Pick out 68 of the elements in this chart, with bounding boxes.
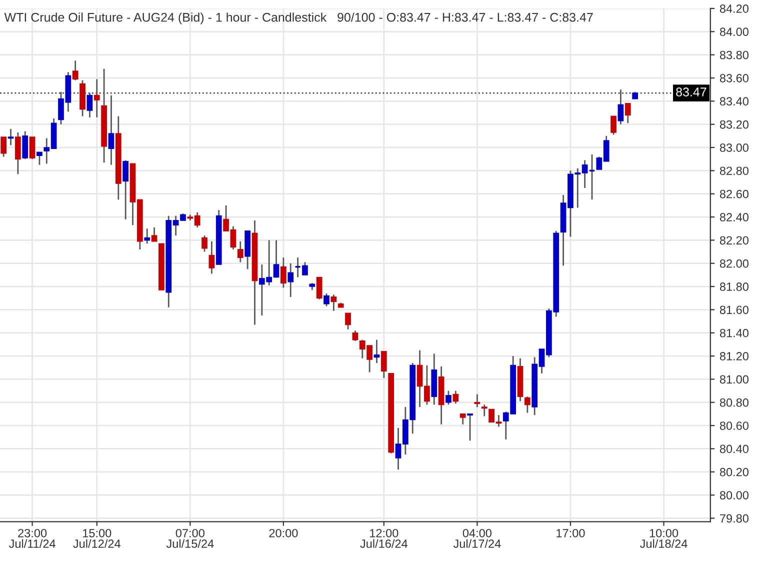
y-tick-label: 82.20 bbox=[720, 236, 749, 245]
y-tick-label: 81.00 bbox=[720, 375, 749, 384]
candlestick bbox=[345, 312, 351, 330]
x-tick-label: 15:00 Jul/12/24 bbox=[73, 528, 120, 548]
y-tick-label: 80.00 bbox=[720, 491, 749, 500]
y-tick-label: 80.60 bbox=[720, 422, 749, 430]
candlestick bbox=[86, 92, 93, 118]
y-tick-label: 84.00 bbox=[720, 28, 749, 36]
y-tick-label: 81.20 bbox=[720, 352, 749, 360]
y-tick-label: 81.80 bbox=[720, 282, 749, 291]
candlestick bbox=[618, 88, 624, 126]
x-tick-label: 17:00 bbox=[556, 528, 585, 538]
y-tick-label: 83.00 bbox=[720, 144, 749, 152]
candlestick bbox=[0, 136, 7, 158]
candlestick bbox=[324, 292, 330, 307]
chart-title: WTI Crude Oil Future - AUG24 (Bid) - 1 hour - Candlestick 90/100 - O:83.47 - H:83.47 - L:83.47 - C:83.47 bbox=[4, 12, 593, 24]
y-tick-label: 82.40 bbox=[720, 213, 749, 222]
candlestick bbox=[452, 390, 459, 404]
candlestick bbox=[94, 78, 100, 118]
x-tick-label: 04:00 Jul/17/24 bbox=[453, 528, 501, 548]
y-tick-label: 83.20 bbox=[720, 120, 749, 129]
y-tick-label: 83.80 bbox=[720, 50, 749, 60]
candlestick bbox=[29, 136, 36, 160]
candlestick bbox=[72, 60, 78, 81]
candlestick bbox=[122, 160, 129, 220]
y-tick-label: 80.80 bbox=[720, 398, 749, 407]
y-tick-label: 83.40 bbox=[720, 97, 749, 106]
candlestick bbox=[280, 256, 286, 288]
candlestick bbox=[481, 404, 488, 417]
y-tick-label: 79.80 bbox=[720, 514, 749, 523]
y-tick-label: 82.00 bbox=[720, 259, 749, 268]
candlestick bbox=[144, 228, 150, 244]
candlestick bbox=[202, 234, 208, 252]
x-tick-label: 10:00 Jul/18/24 bbox=[640, 528, 688, 548]
y-tick-label: 80.40 bbox=[720, 444, 749, 454]
candlestick bbox=[208, 240, 215, 274]
candlestick bbox=[474, 394, 480, 408]
candlestick bbox=[316, 276, 322, 300]
candlestick bbox=[352, 330, 358, 342]
candlestick bbox=[460, 413, 466, 426]
candlestick bbox=[22, 130, 28, 160]
candlestick bbox=[467, 413, 473, 442]
x-tick-label: 12:00 Jul/16/24 bbox=[360, 528, 408, 548]
candlestick bbox=[108, 94, 114, 166]
x-tick-label: 20:00 bbox=[269, 528, 298, 538]
candlestick bbox=[380, 350, 387, 379]
y-tick-label: 83.60 bbox=[720, 74, 749, 82]
candlestick bbox=[8, 128, 14, 146]
y-tick-label: 81.40 bbox=[720, 328, 749, 338]
y-tick-label: 82.60 bbox=[720, 190, 749, 198]
ref-line-label: 83.47 bbox=[676, 88, 706, 96]
candlestick bbox=[330, 294, 337, 312]
candlestick bbox=[524, 396, 530, 414]
candlestick bbox=[151, 226, 158, 242]
candlestick bbox=[15, 132, 21, 175]
candlestick bbox=[237, 240, 244, 263]
y-tick-label: 80.20 bbox=[720, 468, 749, 476]
y-tick-label: 82.80 bbox=[720, 166, 749, 176]
candlestick bbox=[624, 102, 631, 124]
candlestick bbox=[446, 390, 452, 406]
x-tick-label: 23:00 Jul/11/24 bbox=[8, 528, 56, 548]
candlestick bbox=[288, 262, 294, 298]
candlestick bbox=[374, 339, 380, 364]
y-tick-label: 81.60 bbox=[720, 306, 749, 314]
candlestick bbox=[610, 116, 616, 136]
x-tick-label: 07:00 Jul/15/24 bbox=[166, 528, 214, 548]
y-tick-label: 84.20 bbox=[720, 4, 749, 13]
candlestick bbox=[36, 151, 42, 166]
